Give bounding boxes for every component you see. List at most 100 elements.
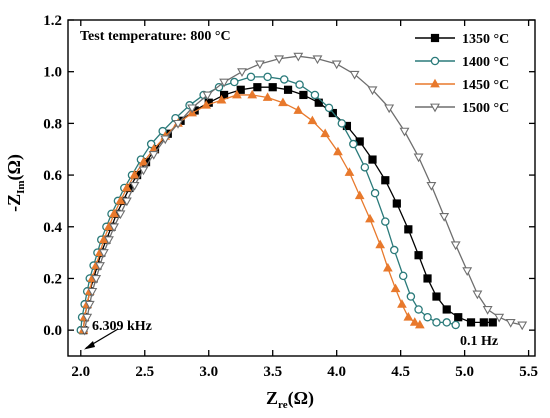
low-frequency-label: 0.1 Hz bbox=[460, 334, 498, 349]
data-point bbox=[381, 217, 390, 226]
data-point bbox=[451, 320, 460, 330]
data-point bbox=[384, 104, 395, 114]
legend-marker bbox=[430, 33, 440, 43]
data-point bbox=[472, 290, 483, 300]
data-point bbox=[505, 318, 516, 328]
data-point bbox=[312, 55, 323, 65]
data-point bbox=[365, 213, 375, 223]
legend-marker bbox=[430, 103, 440, 113]
y-tick-label: 1.0 bbox=[43, 65, 62, 81]
data-point bbox=[293, 105, 304, 114]
y-axis-title-sub: Im bbox=[15, 180, 27, 193]
data-point bbox=[432, 318, 441, 327]
data-point bbox=[375, 239, 386, 249]
data-point bbox=[466, 318, 476, 327]
data-point bbox=[299, 90, 308, 100]
data-point bbox=[201, 100, 212, 109]
data-point bbox=[295, 80, 304, 89]
data-point bbox=[263, 72, 272, 82]
legend-item-3: 1450 °C bbox=[415, 78, 509, 93]
data-point bbox=[414, 251, 423, 260]
data-point bbox=[354, 190, 365, 200]
data-series bbox=[76, 52, 528, 336]
data-point bbox=[237, 68, 247, 78]
data-point bbox=[232, 89, 242, 99]
x-tick-label: 4.5 bbox=[391, 364, 410, 380]
data-point bbox=[324, 103, 334, 113]
series-3 bbox=[78, 89, 425, 334]
x-axis-title-sub: re bbox=[278, 399, 288, 411]
data-point bbox=[370, 188, 380, 198]
legend-item-2: 1400 °C bbox=[415, 55, 509, 70]
data-point bbox=[254, 60, 265, 70]
data-point bbox=[399, 127, 410, 137]
data-point bbox=[517, 321, 528, 331]
y-tick-label: 0.6 bbox=[43, 168, 62, 184]
data-point bbox=[84, 300, 95, 310]
legend-item-4: 1500 °C bbox=[415, 101, 509, 116]
data-point bbox=[414, 305, 423, 314]
x-tick-label: 4.0 bbox=[327, 364, 346, 380]
data-point bbox=[160, 135, 171, 145]
data-point bbox=[129, 169, 140, 179]
data-point bbox=[148, 150, 159, 160]
data-point bbox=[462, 267, 473, 277]
legend-label: 1450 °C bbox=[462, 78, 509, 93]
data-point bbox=[274, 55, 285, 65]
x-tick-label: 2.0 bbox=[71, 364, 90, 380]
y-tick-label: 0.0 bbox=[43, 323, 62, 339]
data-point bbox=[279, 75, 289, 84]
x-tick-label: 5.0 bbox=[455, 364, 474, 380]
data-point bbox=[390, 245, 399, 255]
data-point bbox=[360, 163, 370, 172]
data-point bbox=[219, 78, 230, 88]
data-point bbox=[121, 197, 132, 207]
data-point bbox=[414, 319, 425, 329]
data-point bbox=[488, 318, 497, 327]
data-point bbox=[104, 236, 114, 246]
data-point bbox=[409, 317, 420, 326]
data-point bbox=[253, 83, 262, 92]
data-point bbox=[236, 85, 245, 94]
data-point bbox=[333, 146, 343, 156]
data-point bbox=[392, 199, 401, 208]
data-point bbox=[413, 153, 424, 163]
data-point bbox=[138, 166, 149, 176]
x-axis-title-unit: (Ω) bbox=[288, 388, 314, 409]
legend-marker bbox=[430, 78, 440, 88]
data-point bbox=[262, 92, 273, 101]
data-point bbox=[423, 274, 432, 283]
series-line bbox=[80, 76, 456, 331]
x-tick-label: 3.5 bbox=[263, 364, 282, 380]
annotation-arrowhead bbox=[84, 341, 95, 350]
data-point bbox=[247, 89, 258, 99]
high-frequency-annotation: 6.309 kHz bbox=[84, 319, 152, 350]
legend: 1350 °C 1400 °C 1450 °C 1500 °C bbox=[415, 32, 509, 116]
data-point bbox=[337, 119, 347, 128]
data-point bbox=[406, 292, 416, 301]
data-point bbox=[230, 77, 239, 87]
data-point bbox=[219, 90, 229, 100]
data-point bbox=[79, 326, 90, 336]
y-tick-label: 1.2 bbox=[43, 13, 62, 29]
x-tick-label: 5.5 bbox=[519, 364, 538, 380]
series-2 bbox=[76, 72, 460, 335]
plot-frame bbox=[67, 19, 536, 357]
high-frequency-label: 6.309 kHz bbox=[92, 319, 152, 334]
data-point bbox=[368, 155, 377, 164]
data-point bbox=[344, 167, 355, 176]
data-point bbox=[397, 299, 407, 308]
test-temperature-annotation: Test temperature: 800 °C bbox=[80, 29, 231, 44]
legend-label: 1500 °C bbox=[462, 101, 509, 116]
data-point bbox=[404, 225, 413, 234]
data-point bbox=[442, 305, 451, 314]
data-point bbox=[246, 72, 256, 82]
x-axis-title: Zre(Ω) bbox=[266, 388, 314, 411]
y-axis-title-main: -Z bbox=[4, 194, 24, 212]
data-point bbox=[442, 318, 451, 327]
data-point bbox=[216, 94, 227, 104]
x-tick-label: 3.0 bbox=[199, 364, 218, 380]
data-point bbox=[268, 83, 277, 92]
data-point bbox=[454, 313, 463, 322]
